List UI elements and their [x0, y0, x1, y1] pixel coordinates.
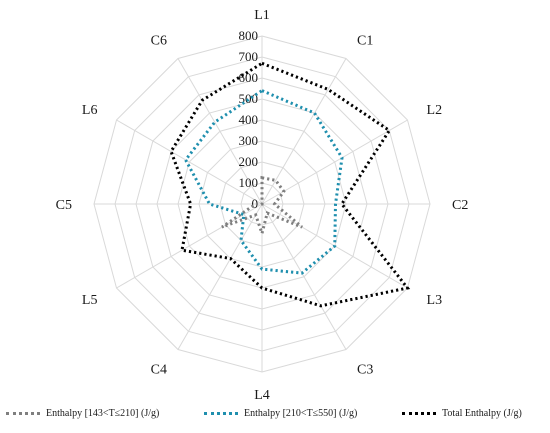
spoke-C4 — [177, 203, 263, 350]
category-labels: L1 C1 L2 C2 L3 C3 L4 C4 L5 C5 L6 C6 — [56, 8, 469, 403]
legend-item-series-2: Enthalpy [210<T≤550] (J/g) — [204, 404, 357, 422]
category-label-C3: C3 — [357, 363, 373, 378]
tick-label-300: 300 — [239, 133, 259, 148]
legend-swatch-series-1 — [6, 411, 40, 415]
tick-label-400: 400 — [239, 112, 259, 127]
category-label-L2: L2 — [427, 103, 443, 118]
series-line-1 — [221, 175, 303, 239]
radial-tick-labels: 0 100 200 300 400 500 600 700 800 — [239, 28, 259, 211]
category-label-L3: L3 — [427, 293, 443, 308]
spoke-L6 — [116, 119, 263, 205]
legend-label-series-2: Enthalpy [210<T≤550] (J/g) — [244, 407, 358, 419]
legend-swatch-series-2 — [204, 411, 238, 415]
spoke-L5 — [116, 203, 263, 289]
category-label-C6: C6 — [151, 33, 167, 48]
legend-item-series-1: Enthalpy [143<T≤210] (J/g) — [6, 404, 159, 422]
category-label-L6: L6 — [82, 103, 98, 118]
series-line-3 — [169, 61, 411, 308]
tick-label-800: 800 — [239, 28, 259, 43]
legend-swatch-series-3 — [402, 411, 436, 415]
spoke-C3 — [261, 203, 347, 350]
category-label-C1: C1 — [357, 33, 373, 48]
tick-label-600: 600 — [239, 70, 259, 85]
category-label-L5: L5 — [82, 293, 98, 308]
category-label-C4: C4 — [151, 363, 167, 378]
legend-label-series-3: Total Enthalpy (J/g) — [442, 407, 522, 419]
series-line-2 — [183, 88, 344, 275]
tick-label-700: 700 — [239, 49, 259, 64]
spoke-L2 — [261, 119, 408, 205]
category-label-C2: C2 — [452, 198, 468, 213]
spoke-C6 — [177, 58, 263, 205]
category-label-C5: C5 — [56, 198, 72, 213]
tick-label-500: 500 — [239, 91, 259, 106]
tick-label-200: 200 — [239, 154, 259, 169]
legend-item-series-3: Total Enthalpy (J/g) — [402, 404, 522, 422]
category-label-L4: L4 — [254, 388, 270, 403]
radar-series — [169, 61, 411, 308]
tick-label-100: 100 — [239, 175, 259, 190]
legend: Enthalpy [143<T≤210] (J/g) Enthalpy [210… — [0, 400, 550, 428]
category-label-L1: L1 — [254, 8, 270, 23]
tick-label-0: 0 — [252, 196, 259, 211]
spoke-C1 — [261, 58, 347, 205]
legend-label-series-1: Enthalpy [143<T≤210] (J/g) — [46, 407, 160, 419]
